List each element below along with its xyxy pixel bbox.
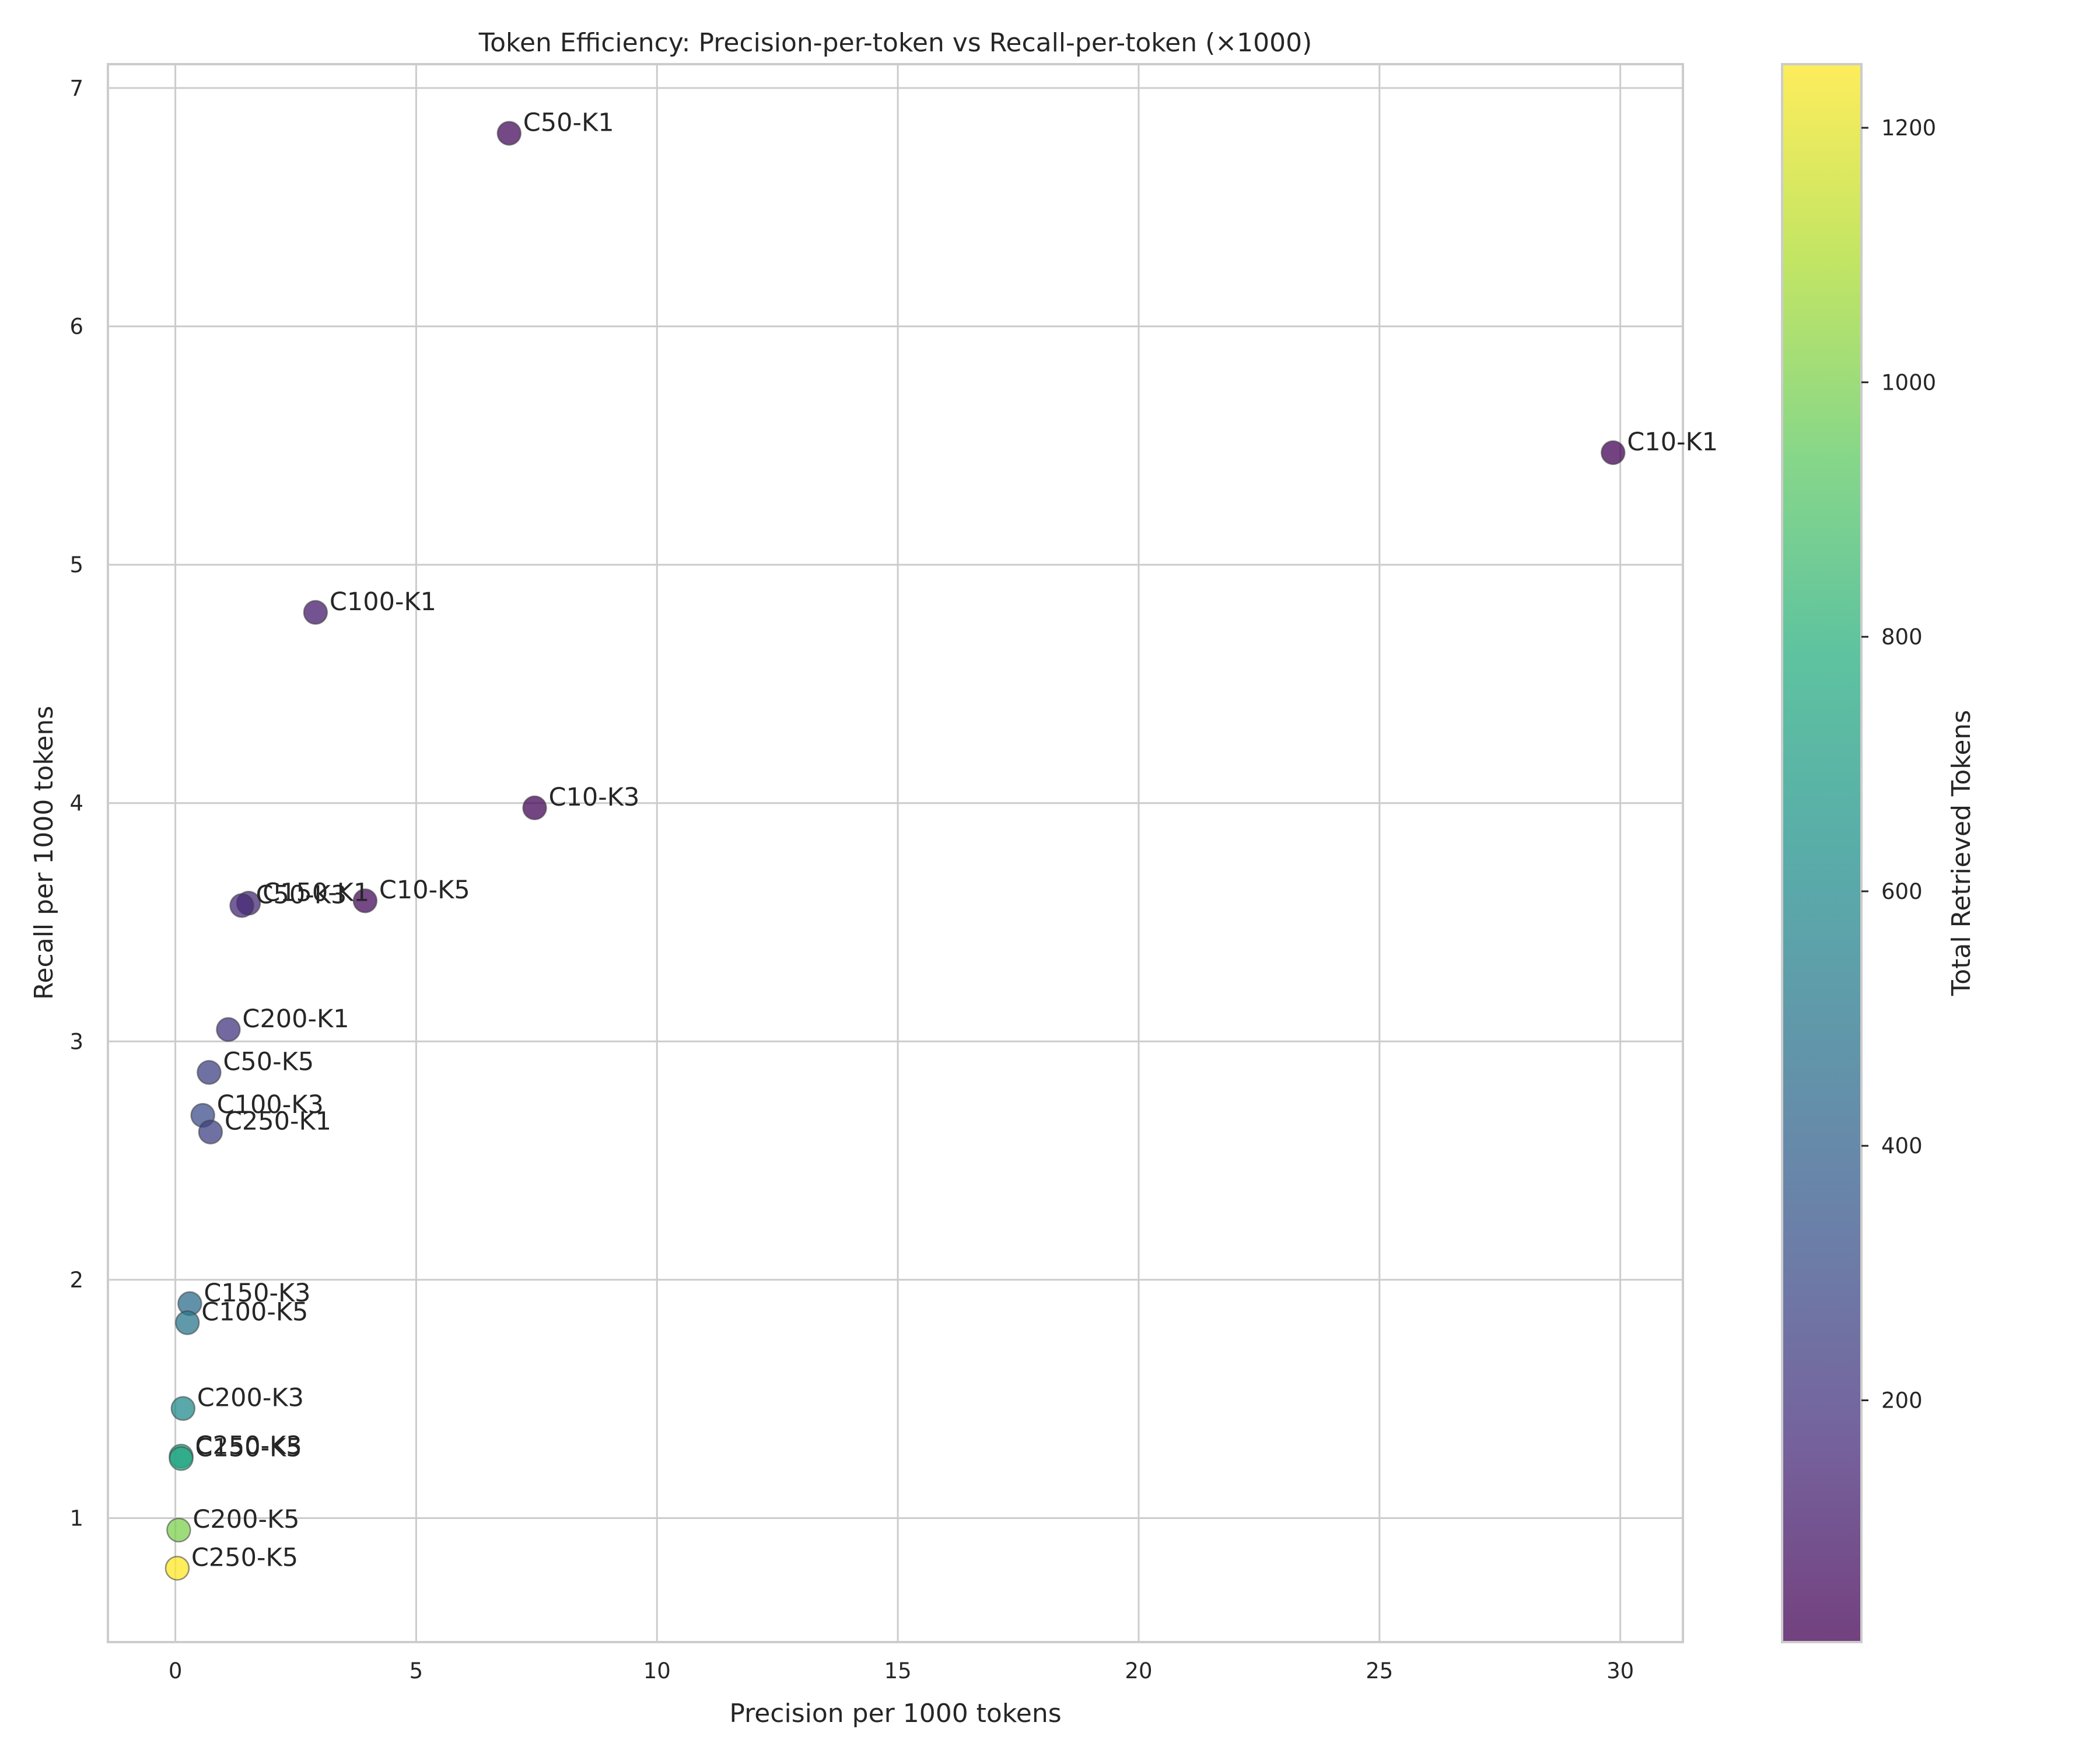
colorbar <box>1781 63 1863 1643</box>
x-tick-label: 10 <box>643 1658 671 1684</box>
y-tick-label: 5 <box>69 552 83 578</box>
colorbar-tick-label: 1200 <box>1881 116 1936 141</box>
scatter-point <box>198 1119 223 1144</box>
scatter-point <box>169 1446 194 1471</box>
plot-frame <box>107 63 1684 1643</box>
colorbar-tick-label: 600 <box>1881 879 1923 904</box>
scatter-point <box>216 1017 241 1042</box>
data-points <box>164 121 1626 1581</box>
point-label: C150-K5 <box>195 1433 302 1462</box>
scatter-point <box>522 795 547 821</box>
scatter-point <box>170 1396 196 1421</box>
colorbar-tick-label: 800 <box>1881 625 1923 650</box>
point-label: C150-K1 <box>262 878 369 907</box>
colorbar-tick-label: 1000 <box>1881 370 1936 395</box>
y-tick-label: 3 <box>69 1029 83 1054</box>
point-label: C10-K5 <box>379 876 470 905</box>
y-tick-label: 1 <box>69 1506 83 1531</box>
grid-lines <box>108 64 1683 1642</box>
point-label: C250-K5 <box>191 1543 298 1572</box>
point-label: C10-K3 <box>549 783 640 812</box>
scatter-point <box>174 1310 200 1335</box>
point-label: C10-K1 <box>1627 428 1718 457</box>
point-label: C100-K3 <box>217 1090 324 1119</box>
x-tick-label: 5 <box>410 1658 424 1684</box>
colorbar-tick-label: 400 <box>1881 1133 1923 1158</box>
y-tick-label: 6 <box>69 314 83 339</box>
scatter-point <box>303 600 328 625</box>
point-label: C200-K5 <box>192 1505 299 1534</box>
scatter-point <box>352 888 378 914</box>
point-label: C50-K5 <box>223 1047 314 1076</box>
y-tick-label: 2 <box>69 1268 83 1293</box>
point-label: C250-K1 <box>225 1107 331 1136</box>
point-label: C100-K1 <box>330 587 436 617</box>
scatter-point <box>1601 440 1626 466</box>
point-label: C200-K1 <box>242 1005 349 1034</box>
point-label: C100-K5 <box>201 1297 308 1326</box>
y-axis-label: Recall per 1000 tokens <box>29 706 59 1000</box>
y-axis-ticks: 1 2 3 4 5 6 7 <box>69 76 83 1531</box>
scatter-point <box>164 1556 190 1581</box>
scatter-point <box>496 121 522 146</box>
scatter-point <box>166 1517 191 1543</box>
x-axis-label: Precision per 1000 tokens <box>729 1699 1061 1728</box>
scatter-point <box>197 1060 222 1085</box>
point-label: C50-K1 <box>523 108 614 137</box>
colorbar-label: Total Retrieved Tokens <box>1947 710 1976 996</box>
x-axis-ticks: 0 5 10 15 20 25 30 <box>169 1658 1634 1684</box>
point-label: C50-K3 <box>256 880 347 909</box>
y-tick-label: 7 <box>69 76 83 101</box>
point-label: C150-K3 <box>204 1279 310 1308</box>
point-label: C250-K3 <box>195 1431 302 1460</box>
x-tick-label: 25 <box>1366 1658 1393 1684</box>
x-tick-label: 30 <box>1606 1658 1634 1684</box>
x-tick-label: 0 <box>169 1658 183 1684</box>
chart-title: Token Efficiency: Precision-per-token vs… <box>478 28 1312 58</box>
scatter-point <box>229 893 254 918</box>
y-tick-label: 4 <box>69 791 83 816</box>
x-tick-label: 20 <box>1125 1658 1152 1684</box>
colorbar-tick-label: 200 <box>1881 1388 1923 1413</box>
x-tick-label: 15 <box>884 1658 912 1684</box>
colorbar-ticks: 200 400 600 800 1000 1200 <box>1861 116 1936 1413</box>
point-label: C200-K3 <box>197 1384 304 1413</box>
point-labels: C10-K1C50-K1C100-K1C10-K3C10-K5C150-K1C5… <box>191 108 1718 1572</box>
